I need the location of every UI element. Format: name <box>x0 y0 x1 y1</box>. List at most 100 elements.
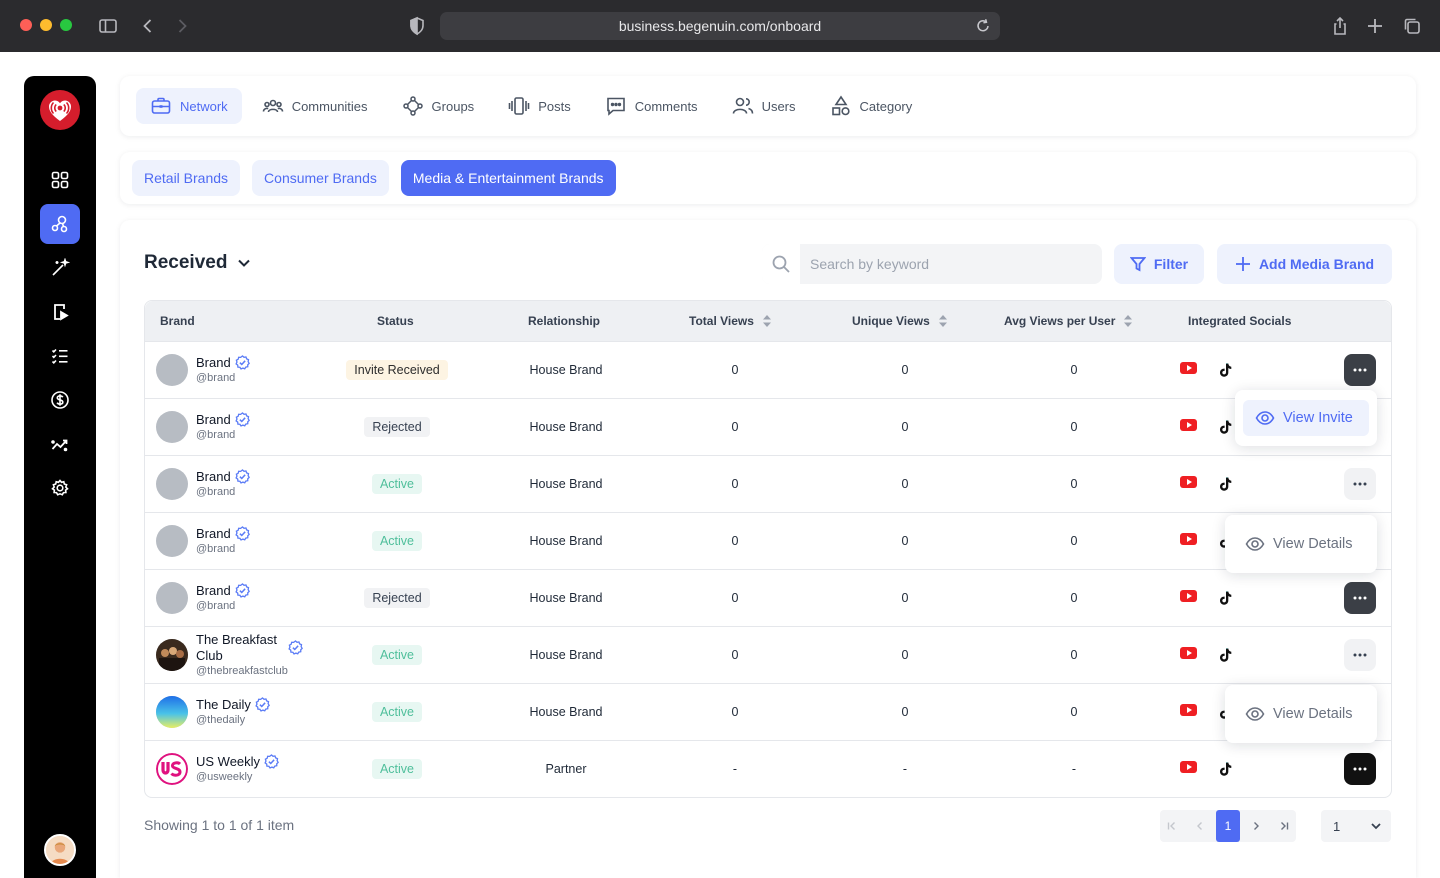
brand-name[interactable]: US Weekly <box>196 754 280 770</box>
back-icon[interactable] <box>136 14 160 38</box>
tab-overview-icon[interactable] <box>1400 14 1424 38</box>
more-actions-button[interactable] <box>1344 354 1376 386</box>
last-page-button[interactable] <box>1272 810 1296 842</box>
verified-badge-icon <box>235 526 250 541</box>
tab-comments[interactable]: Comments <box>591 88 712 124</box>
youtube-icon[interactable] <box>1180 362 1197 374</box>
first-page-button[interactable] <box>1160 810 1184 842</box>
youtube-icon[interactable] <box>1180 476 1197 488</box>
table-row[interactable]: The Breakfast Club @thebreakfastclub Activ… <box>145 626 1391 683</box>
table-row[interactable]: Brand @brand Rejected House Brand 0 0 0 <box>145 398 1391 455</box>
address-bar[interactable]: business.begenuin.com/onboard <box>440 12 1000 40</box>
youtube-icon[interactable] <box>1180 761 1197 773</box>
settings-icon[interactable] <box>40 468 80 508</box>
list-icon[interactable] <box>40 336 80 376</box>
table-row[interactable]: Brand @brand Active House Brand 0 0 0 <box>145 512 1391 569</box>
table-row[interactable]: The Daily @thedaily Active House Brand 0 0 0 <box>145 683 1391 740</box>
tab-users[interactable]: Users <box>718 88 810 124</box>
brand-name[interactable]: Brand <box>196 412 250 428</box>
youtube-icon[interactable] <box>1180 533 1197 545</box>
column-unique-views[interactable]: Unique Views <box>852 301 948 341</box>
network-icon[interactable] <box>40 204 80 244</box>
tiktok-icon[interactable] <box>1213 586 1237 610</box>
youtube-icon[interactable] <box>1180 647 1197 659</box>
reload-icon[interactable] <box>974 17 992 35</box>
privacy-shield-icon[interactable] <box>405 14 429 38</box>
tiktok-icon[interactable] <box>1213 415 1237 439</box>
brand-name-text: Brand <box>196 525 231 541</box>
new-tab-icon[interactable] <box>1363 14 1387 38</box>
avg-views-cell: - <box>1071 762 1077 776</box>
brand-handle: @brand <box>196 485 236 498</box>
more-actions-button[interactable] <box>1344 639 1376 671</box>
tab-communities[interactable]: Communities <box>248 88 382 124</box>
add-media-brand-button[interactable]: Add Media Brand <box>1217 244 1392 284</box>
view-details-button[interactable]: View Details <box>1233 526 1369 562</box>
close-window-button[interactable] <box>20 19 32 31</box>
brand-name[interactable]: The Daily <box>196 697 270 713</box>
dollar-icon[interactable] <box>40 380 80 420</box>
total-views-cell: 0 <box>731 648 739 662</box>
tiktok-icon[interactable] <box>1213 643 1237 667</box>
iheart-logo-icon[interactable] <box>40 90 80 130</box>
more-actions-button[interactable] <box>1344 582 1376 614</box>
tab-posts[interactable]: Posts <box>494 88 585 124</box>
previous-page-button[interactable] <box>1188 810 1212 842</box>
relationship-cell: House Brand <box>529 534 603 548</box>
page-number-button[interactable]: 1 <box>1216 810 1240 842</box>
view-details-button[interactable]: View Details <box>1233 696 1369 732</box>
tab-groups[interactable]: Groups <box>388 88 489 124</box>
tab-media-entertainment-brands[interactable]: Media & Entertainment Brands <box>400 160 616 196</box>
tab-consumer-brands[interactable]: Consumer Brands <box>252 160 389 196</box>
forward-icon[interactable] <box>170 14 194 38</box>
received-dropdown[interactable]: Received <box>144 252 253 274</box>
filter-button[interactable]: Filter <box>1114 244 1204 284</box>
more-actions-button[interactable] <box>1344 468 1376 500</box>
youtube-icon[interactable] <box>1180 704 1197 716</box>
column-total-views[interactable]: Total Views <box>689 301 772 341</box>
tiktok-icon[interactable] <box>1213 472 1237 496</box>
sort-icon[interactable] <box>762 314 772 328</box>
status-badge: Rejected <box>364 417 430 437</box>
next-page-button[interactable] <box>1244 810 1268 842</box>
grid-icon[interactable] <box>40 160 80 200</box>
user-avatar[interactable] <box>44 834 76 866</box>
more-actions-button[interactable] <box>1344 753 1376 785</box>
table-row[interactable]: Brand @brand Active House Brand 0 0 0 <box>145 455 1391 512</box>
brand-name[interactable]: The Breakfast Club <box>196 632 303 664</box>
table-row[interactable]: Brand @brand Invite Received House Brand 0 0 0 <box>145 341 1391 398</box>
brand-handle: @brand <box>196 599 236 612</box>
brand-name[interactable]: Brand <box>196 583 250 599</box>
status-cell: Active <box>317 684 477 740</box>
table-row[interactable]: Brand @brand Rejected House Brand 0 0 0 <box>145 569 1391 626</box>
sidebar-toggle-icon[interactable] <box>96 14 120 38</box>
media-play-icon[interactable] <box>40 292 80 332</box>
tiktok-icon[interactable] <box>1213 358 1237 382</box>
tab-retail-brands[interactable]: Retail Brands <box>132 160 241 196</box>
avg-views-cell: 0 <box>1070 477 1078 491</box>
table-row[interactable]: US Weekly @usweekly Active Partner - - - <box>145 740 1391 797</box>
total-views-cell: 0 <box>731 591 739 605</box>
view-invite-button[interactable]: View Invite <box>1243 400 1369 436</box>
magic-wand-icon[interactable] <box>40 248 80 288</box>
minimize-window-button[interactable] <box>40 19 52 31</box>
brand-name[interactable]: Brand <box>196 469 250 485</box>
tab-network[interactable]: Network <box>136 88 242 124</box>
page-size-select[interactable]: 1 <box>1321 810 1391 842</box>
brand-name[interactable]: Brand <box>196 526 250 542</box>
brand-name[interactable]: Brand <box>196 355 250 371</box>
sort-icon[interactable] <box>938 314 948 328</box>
youtube-icon[interactable] <box>1180 590 1197 602</box>
sort-icon[interactable] <box>1123 314 1133 328</box>
maximize-window-button[interactable] <box>60 19 72 31</box>
tiktok-icon[interactable] <box>1213 757 1237 781</box>
search-input[interactable] <box>800 256 1090 272</box>
tab-category[interactable]: Category <box>816 88 927 124</box>
analytics-icon[interactable] <box>40 424 80 464</box>
youtube-icon[interactable] <box>1180 419 1197 431</box>
avg-views-cell: 0 <box>1070 591 1078 605</box>
status-cell: Rejected <box>317 570 477 626</box>
status-badge: Active <box>371 702 423 722</box>
share-icon[interactable] <box>1328 14 1352 38</box>
column-avg-views[interactable]: Avg Views per User <box>1004 301 1133 341</box>
